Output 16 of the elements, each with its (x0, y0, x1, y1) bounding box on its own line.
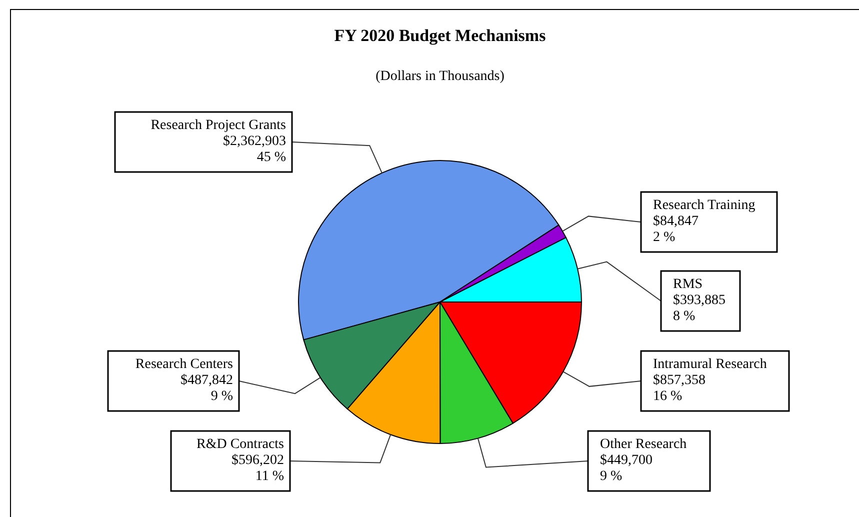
chart-subtitle: (Dollars in Thousands) (376, 69, 505, 84)
slice-label: Intramural Research (653, 357, 767, 372)
data-label: $393,885 8 % (673, 293, 726, 324)
chart-title: FY 2020 Budget Mechanisms (334, 26, 546, 45)
slice-label: RMS (673, 277, 703, 292)
data-label: $449,700 9 % (600, 453, 652, 484)
data-label: $857,358 16 % (653, 373, 706, 404)
slice-label: Research Centers (135, 357, 233, 372)
slice-label: Research Training (653, 198, 756, 213)
data-label: $2,362,903 45 % (223, 134, 286, 165)
slice-label: Research Project Grants (150, 118, 286, 133)
data-label: $596,202 11 % (232, 453, 284, 484)
data-label: $487,842 9 % (180, 373, 234, 404)
slice-label: R&D Contracts (196, 437, 284, 452)
slice-label: Other Research (600, 437, 687, 452)
data-label: $84,847 2 % (653, 214, 698, 245)
